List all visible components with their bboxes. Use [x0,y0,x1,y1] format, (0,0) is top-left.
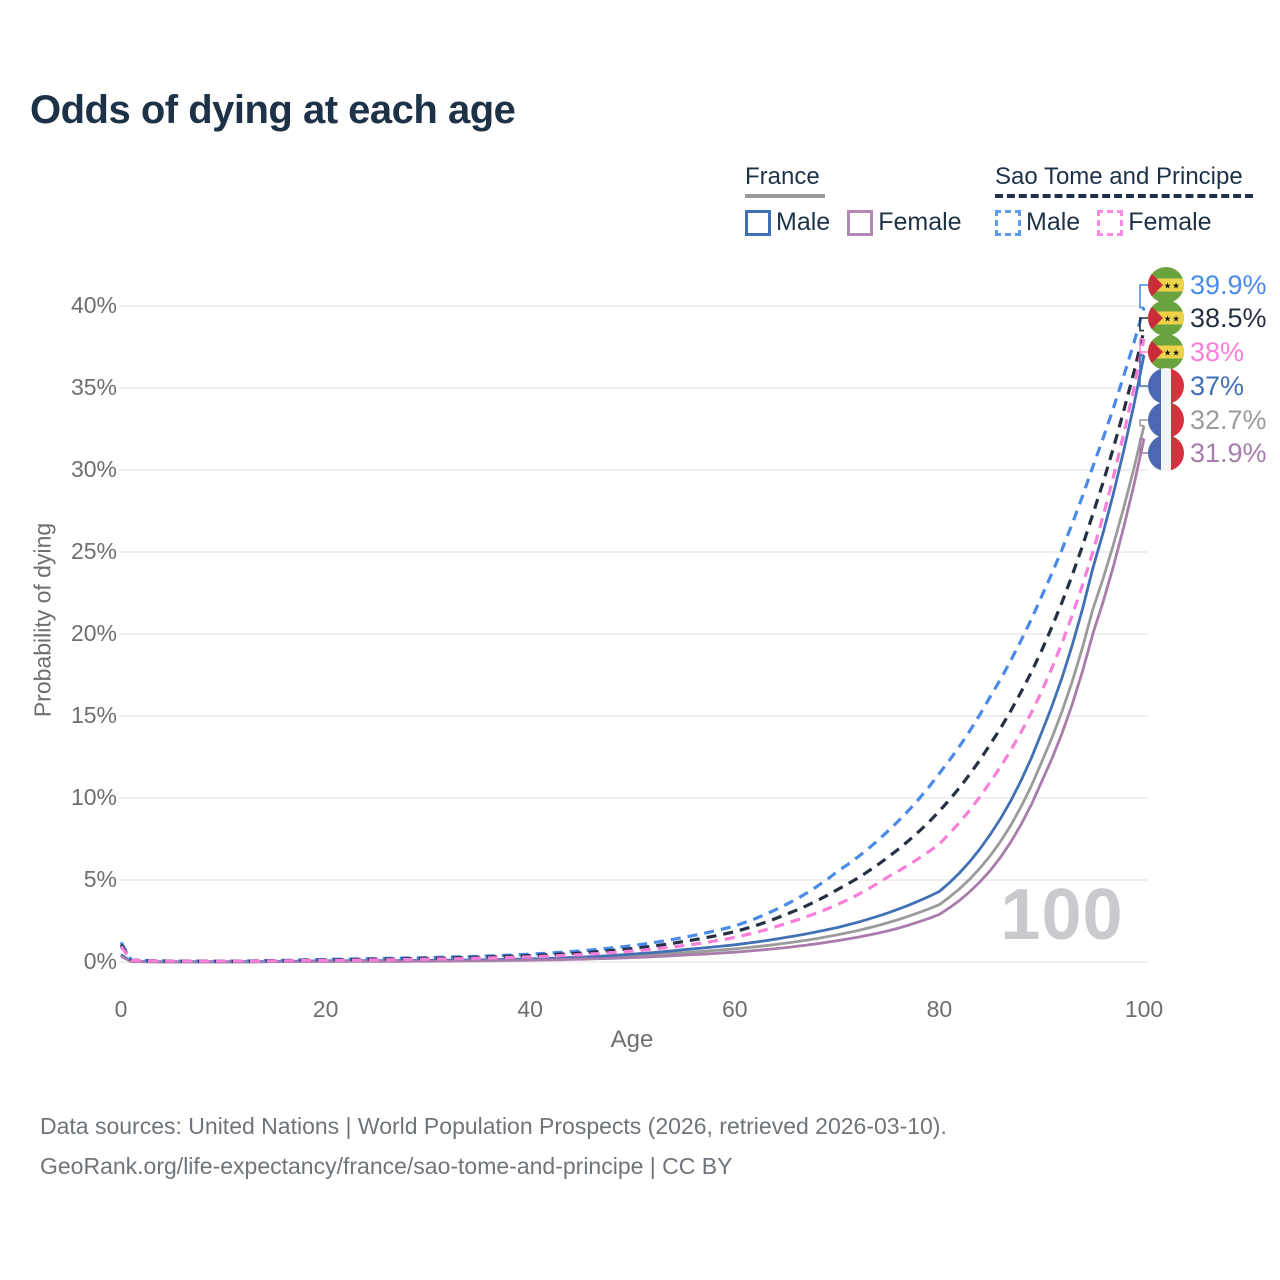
y-tick-label-25: 25% [70,538,117,564]
legend-sao-tome-title: Sao Tome and Principe [995,163,1243,190]
x-tick-label-60: 60 [722,996,748,1022]
y-tick-label-20: 20% [70,620,117,646]
end-label-value: 39.9% [1190,269,1267,300]
svg-text:★: ★ [1164,349,1172,359]
y-tick-label-10: 10% [70,784,117,810]
legend-label-sao-tome-male: Male [1026,208,1081,236]
series-line-sao-tome-and-principe-male[interactable] [119,307,1146,963]
end-label-value: 37% [1190,370,1245,401]
svg-text:★: ★ [1164,315,1172,325]
end-label-value: 38% [1190,336,1245,367]
legend-label-sao-tome-female: Female [1128,208,1212,236]
legend-france-line-sample [745,194,825,198]
end-label-row-france-female: 31.9% [1148,435,1267,471]
legend-swatch-sao-tome-male[interactable] [995,209,1021,236]
y-tick-label-5: 5% [83,866,117,892]
footer-sources-line: Data sources: United Nations | World Pop… [40,1113,947,1139]
end-label-connector-38.5% [1139,317,1148,332]
france-flag-icon [1148,435,1184,471]
svg-text:★: ★ [1172,282,1180,292]
y-tick-label-15: 15% [70,702,117,728]
legend-swatch-france-male[interactable] [745,209,771,236]
end-label-connector-37% [1139,354,1148,387]
end-label-connector-31.9% [1139,438,1148,454]
x-tick-label-0: 0 [114,996,128,1022]
y-tick-label-0: 0% [83,948,117,974]
legend-item-sao-tome-male[interactable]: Male [995,208,1080,237]
legend-item-france-female[interactable]: Female [847,208,962,237]
footer: Data sources: United Nations | World Pop… [40,1106,947,1186]
france-flag-icon [1148,368,1184,404]
x-tick-label-40: 40 [517,996,543,1022]
end-label-value: 38.5% [1190,302,1267,333]
x-tick-label-20: 20 [312,996,339,1022]
end-label-row-sao-tome-and-principe-both-sexes: ★ ★ 38.5% [1148,300,1267,336]
legend-swatch-sao-tome-female[interactable] [1097,209,1124,236]
end-label-connector-38% [1139,338,1148,353]
end-label-connector-32.7% [1139,419,1148,427]
end-label-row-sao-tome-and-principe-male: ★ ★ 39.9% [1148,267,1267,303]
end-label-value: 31.9% [1190,437,1267,468]
series-line-sao-tome-and-principe-female[interactable] [119,338,1146,963]
hover-age-watermark: 100 [1000,875,1124,955]
sao-tome-and-principe-flag-icon: ★ ★ [1148,300,1184,336]
y-axis-title: Probability of dying [29,522,56,718]
y-tick-label-35: 35% [70,374,117,400]
x-tick-label-100: 100 [1124,996,1164,1022]
end-label-row-france-both-sexes: 32.7% [1148,402,1267,438]
end-label-value: 32.7% [1190,404,1267,435]
legend-label-france-female: Female [878,208,962,236]
y-tick-label-40: 40% [70,292,117,318]
sao-tome-and-principe-flag-icon: ★ ★ [1148,267,1184,303]
svg-text:★: ★ [1172,349,1180,359]
x-tick-label-80: 80 [926,996,953,1022]
svg-text:★: ★ [1164,282,1172,292]
legend-item-france-male[interactable]: Male [745,208,830,237]
legend-sao-tome-line-sample [995,194,1253,198]
series-line-sao-tome-and-principe-both-sexes[interactable] [119,330,1146,963]
legend-france-title: France [745,163,820,190]
legend-group-france: France Male Female [745,163,962,237]
france-flag-icon [1148,402,1184,438]
legend-swatch-france-female[interactable] [847,209,874,236]
page-title: Odds of dying at each age [30,88,516,132]
legend-group-sao-tome: Sao Tome and Principe Male Female [995,163,1253,237]
svg-text:★: ★ [1172,315,1180,325]
legend-label-france-male: Male [776,208,831,236]
footer-attribution-line: GeoRank.org/life-expectancy/france/sao-t… [40,1153,733,1179]
legend-item-sao-tome-female[interactable]: Female [1097,208,1212,237]
sao-tome-and-principe-flag-icon: ★ ★ [1148,334,1184,370]
end-label-connector-39.9% [1139,284,1148,309]
end-label-row-france-male: 37% [1148,368,1244,404]
end-label-row-sao-tome-and-principe-female: ★ ★ 38% [1148,334,1244,370]
x-axis-title: Age [610,1026,654,1053]
series-line-france-both-sexes[interactable] [120,425,1146,964]
y-tick-label-30: 30% [70,456,117,482]
series-line-france-female[interactable] [120,438,1146,964]
